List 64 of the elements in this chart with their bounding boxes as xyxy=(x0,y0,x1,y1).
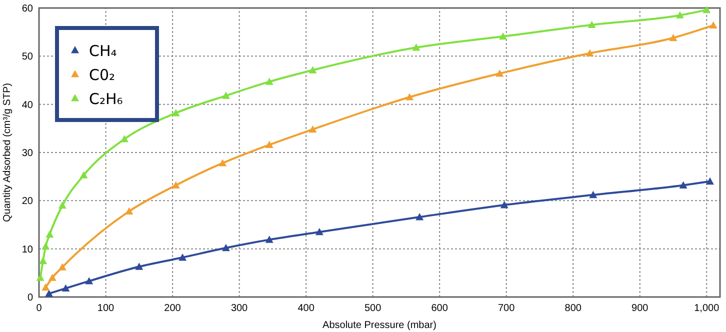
point xyxy=(406,93,414,100)
x-tick-label: 700 xyxy=(498,303,516,314)
point xyxy=(586,49,594,56)
point xyxy=(588,20,596,28)
y-tick-label: 20 xyxy=(22,196,34,208)
point xyxy=(589,190,598,198)
point xyxy=(48,274,56,281)
point xyxy=(42,242,50,250)
point xyxy=(416,213,424,220)
point xyxy=(265,140,274,148)
point xyxy=(58,263,66,270)
y-axis-title: Quantity Adsorbed (cm³/g STP) xyxy=(2,83,13,222)
x-tick-label: 300 xyxy=(230,303,248,314)
point xyxy=(222,92,230,99)
point xyxy=(669,34,678,42)
point xyxy=(42,283,50,291)
x-tick-label: 900 xyxy=(632,303,649,314)
point xyxy=(80,171,88,178)
point xyxy=(709,21,718,29)
point xyxy=(679,181,688,188)
point xyxy=(45,290,54,297)
y-tick-label: 60 xyxy=(22,4,34,14)
point xyxy=(315,228,324,236)
point xyxy=(265,78,274,85)
point xyxy=(496,70,504,77)
point xyxy=(172,181,180,188)
legend-label: C0₂ xyxy=(89,66,116,84)
legend-label: CH₄ xyxy=(89,42,117,60)
x-tick-label: 600 xyxy=(431,303,448,314)
y-tick-label: 30 xyxy=(22,148,34,159)
y-tick-label: 50 xyxy=(22,52,34,63)
point xyxy=(308,66,317,74)
point xyxy=(39,256,48,264)
y-tick-label: 40 xyxy=(22,100,34,111)
legend-label: C₂H₆ xyxy=(89,90,123,108)
point xyxy=(222,244,230,252)
point xyxy=(265,236,274,243)
point xyxy=(412,43,420,51)
point xyxy=(36,274,44,281)
point xyxy=(706,177,714,185)
point xyxy=(499,32,508,40)
x-tick-label: 500 xyxy=(364,303,382,314)
x-tick-label: 100 xyxy=(97,303,115,314)
point xyxy=(178,254,187,261)
x-axis-title: Absolute Pressure (mbar) xyxy=(322,320,436,331)
x-tick-label: 1,000 xyxy=(694,303,720,314)
point xyxy=(308,125,317,133)
x-tick-label: 800 xyxy=(564,303,582,314)
point xyxy=(58,201,66,209)
y-tick-label: 10 xyxy=(22,244,34,256)
point xyxy=(172,109,180,116)
point xyxy=(500,201,508,208)
point xyxy=(125,207,134,214)
point xyxy=(85,277,94,284)
point xyxy=(218,159,227,166)
point xyxy=(62,284,70,292)
point xyxy=(676,11,684,18)
x-tick-label: 400 xyxy=(298,303,315,314)
x-tick-label: 200 xyxy=(164,303,182,314)
point xyxy=(46,230,54,238)
x-tick-label: 0 xyxy=(36,303,42,314)
point xyxy=(135,262,144,270)
point xyxy=(702,6,711,14)
y-tick-label: 0 xyxy=(27,292,34,304)
